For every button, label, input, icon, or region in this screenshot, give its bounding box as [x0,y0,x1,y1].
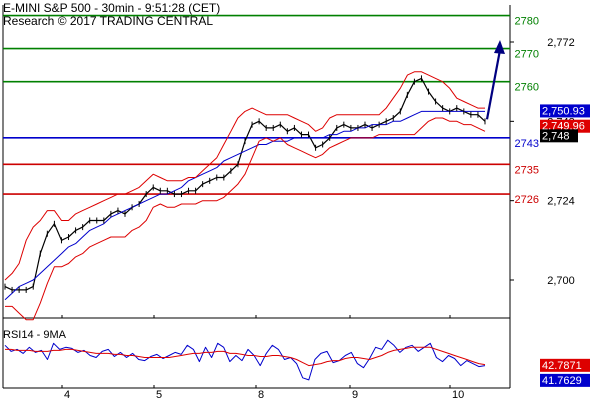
rsi-value-label-bg [540,373,590,387]
level-label-2726: 2726 [515,194,539,206]
forecast-arrow-line [485,49,502,120]
series-lower_band [5,117,486,321]
last-price-label-bg [540,129,578,143]
rsi-label: RSI14 - 9MA [3,329,67,341]
level-label-2760: 2760 [515,82,539,94]
last-price-label: 2,748 [542,130,570,142]
y-tick-label: 2,772 [547,37,575,49]
ma-price-label: 2,750.93 [542,105,585,117]
rsi-series-rsi [4,339,486,381]
x-tick-label: 4 [64,389,70,400]
ma-price-label-bg [540,104,590,118]
level-label-2743: 2743 [515,138,539,150]
copyright-text: Research © 2017 TRADING CENTRAL [3,14,214,28]
x-tick-label: 8 [258,389,264,400]
level-label-2770: 2770 [515,49,539,61]
rsi-ma-label-bg [540,358,590,372]
y-tick-label: 2,700 [547,275,575,287]
forecast-arrow-head [494,40,505,54]
rsi-series-rsi_ma [5,346,486,367]
series-price [4,77,486,291]
level-label-2735: 2735 [515,164,539,176]
chart-title: E-MINI S&P 500 - 30min - 9:51:28 (CET) [3,1,221,15]
rsi-ma-value: 42.7871 [542,360,582,372]
x-tick-label: 5 [156,389,162,400]
x-tick-label: 9 [352,389,358,400]
series-upper_band [4,71,485,281]
rsi-value: 41.7629 [542,375,582,387]
series-moving_average [4,110,485,301]
level-label-2780: 2780 [515,16,539,28]
x-tick-label: 10 [452,389,464,400]
y-tick-label: 2,724 [547,196,575,208]
